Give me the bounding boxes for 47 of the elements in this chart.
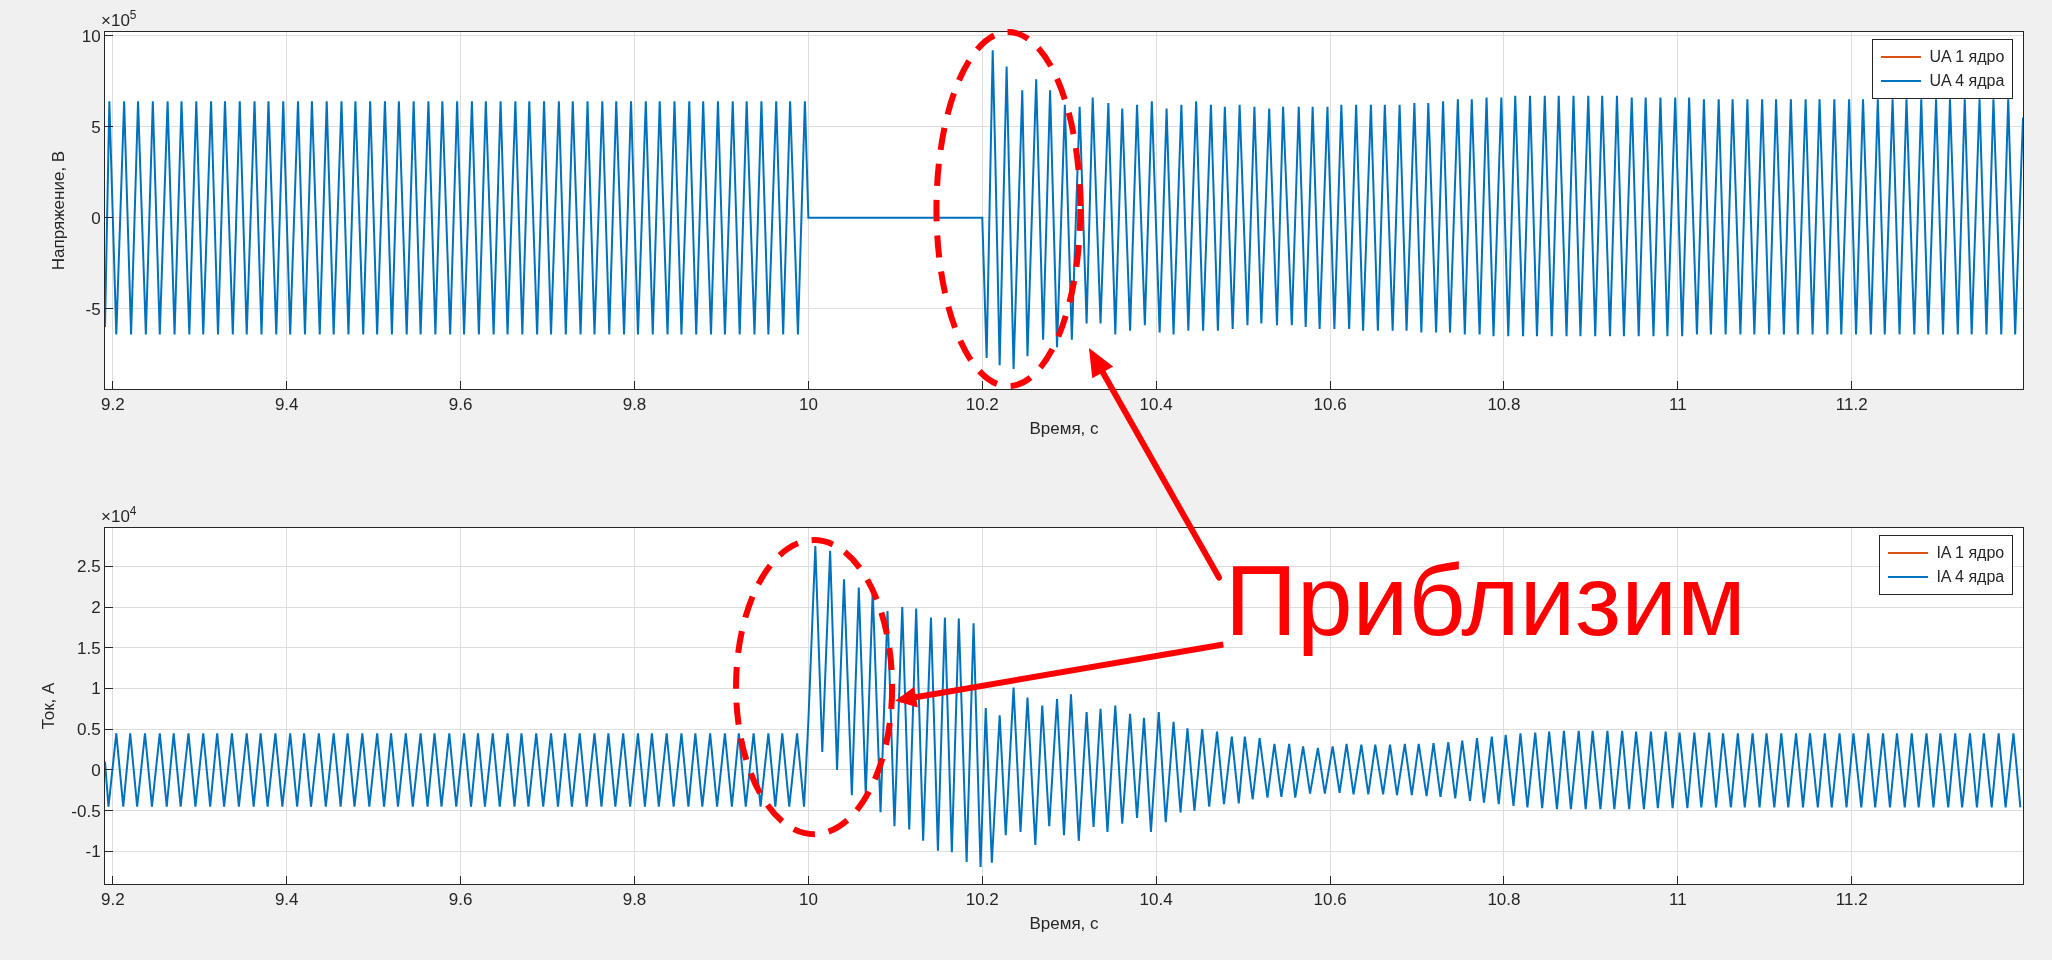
y-tick-label: 1 bbox=[91, 679, 101, 699]
x-tick-label: 10.4 bbox=[1139, 395, 1173, 415]
x-tick-label: 9.2 bbox=[101, 890, 125, 910]
line-series bbox=[105, 544, 2022, 868]
y-axis-title: Напряжение, В bbox=[49, 150, 69, 271]
y-tick-label: -0.5 bbox=[71, 801, 101, 821]
y-axis-title: Ток, А bbox=[38, 681, 58, 730]
x-tick-label: 9.8 bbox=[622, 395, 647, 415]
legend-label: IA 1 ядро bbox=[1936, 544, 2005, 563]
y-tick-label: 5 bbox=[91, 117, 101, 137]
x-tick-label: 9.6 bbox=[448, 395, 473, 415]
y-tick-label: 10 bbox=[81, 26, 101, 46]
y-tick-label: 2.5 bbox=[76, 557, 101, 577]
x-axis-title: Время, с bbox=[1029, 418, 1100, 438]
y-tick-label: 1.5 bbox=[76, 638, 101, 658]
y-tick-label: -1 bbox=[85, 842, 101, 862]
text: ×10$^{4}$ bbox=[101, 504, 137, 527]
x-tick-label: 11.2 bbox=[1835, 890, 1868, 910]
y-tick-label: 0.5 bbox=[76, 720, 101, 740]
x-tick-label: 11 bbox=[1669, 890, 1687, 910]
legend-label: IA 4 ядра bbox=[1936, 568, 2005, 587]
x-tick-label: 10.6 bbox=[1313, 890, 1347, 910]
annotation: Приблизим bbox=[1225, 544, 1746, 656]
y-tick-label: 2 bbox=[91, 597, 101, 617]
x-tick-label: 9.4 bbox=[274, 890, 299, 910]
x-axis-title: Время, с bbox=[1029, 913, 1100, 933]
x-tick-label: 9.2 bbox=[101, 395, 125, 415]
x-tick-label: 11 bbox=[1669, 395, 1687, 415]
x-tick-label: 10 bbox=[798, 395, 818, 415]
line-series bbox=[105, 49, 2023, 370]
y-tick-label: 0 bbox=[91, 208, 101, 228]
x-tick-label: 10.2 bbox=[965, 890, 999, 910]
legend-label: UA 1 ядро bbox=[1929, 48, 2005, 67]
y-tick-label: -5 bbox=[85, 299, 101, 319]
legend-label: UA 4 ядра bbox=[1929, 72, 2005, 91]
x-tick-label: 10.6 bbox=[1313, 395, 1347, 415]
x-tick-label: 10.8 bbox=[1487, 890, 1521, 910]
x-tick-label: 9.8 bbox=[622, 890, 647, 910]
x-tick-label: 10.8 bbox=[1487, 395, 1521, 415]
x-tick-label: 11.2 bbox=[1835, 395, 1868, 415]
y-tick-label: 0 bbox=[91, 760, 101, 780]
text: ×10$^{5}$ bbox=[101, 8, 137, 31]
x-tick-label: 10 bbox=[798, 890, 818, 910]
x-tick-label: 9.6 bbox=[448, 890, 473, 910]
x-tick-label: 10.2 bbox=[965, 395, 999, 415]
x-tick-label: 9.4 bbox=[274, 395, 299, 415]
x-tick-label: 10.4 bbox=[1139, 890, 1173, 910]
